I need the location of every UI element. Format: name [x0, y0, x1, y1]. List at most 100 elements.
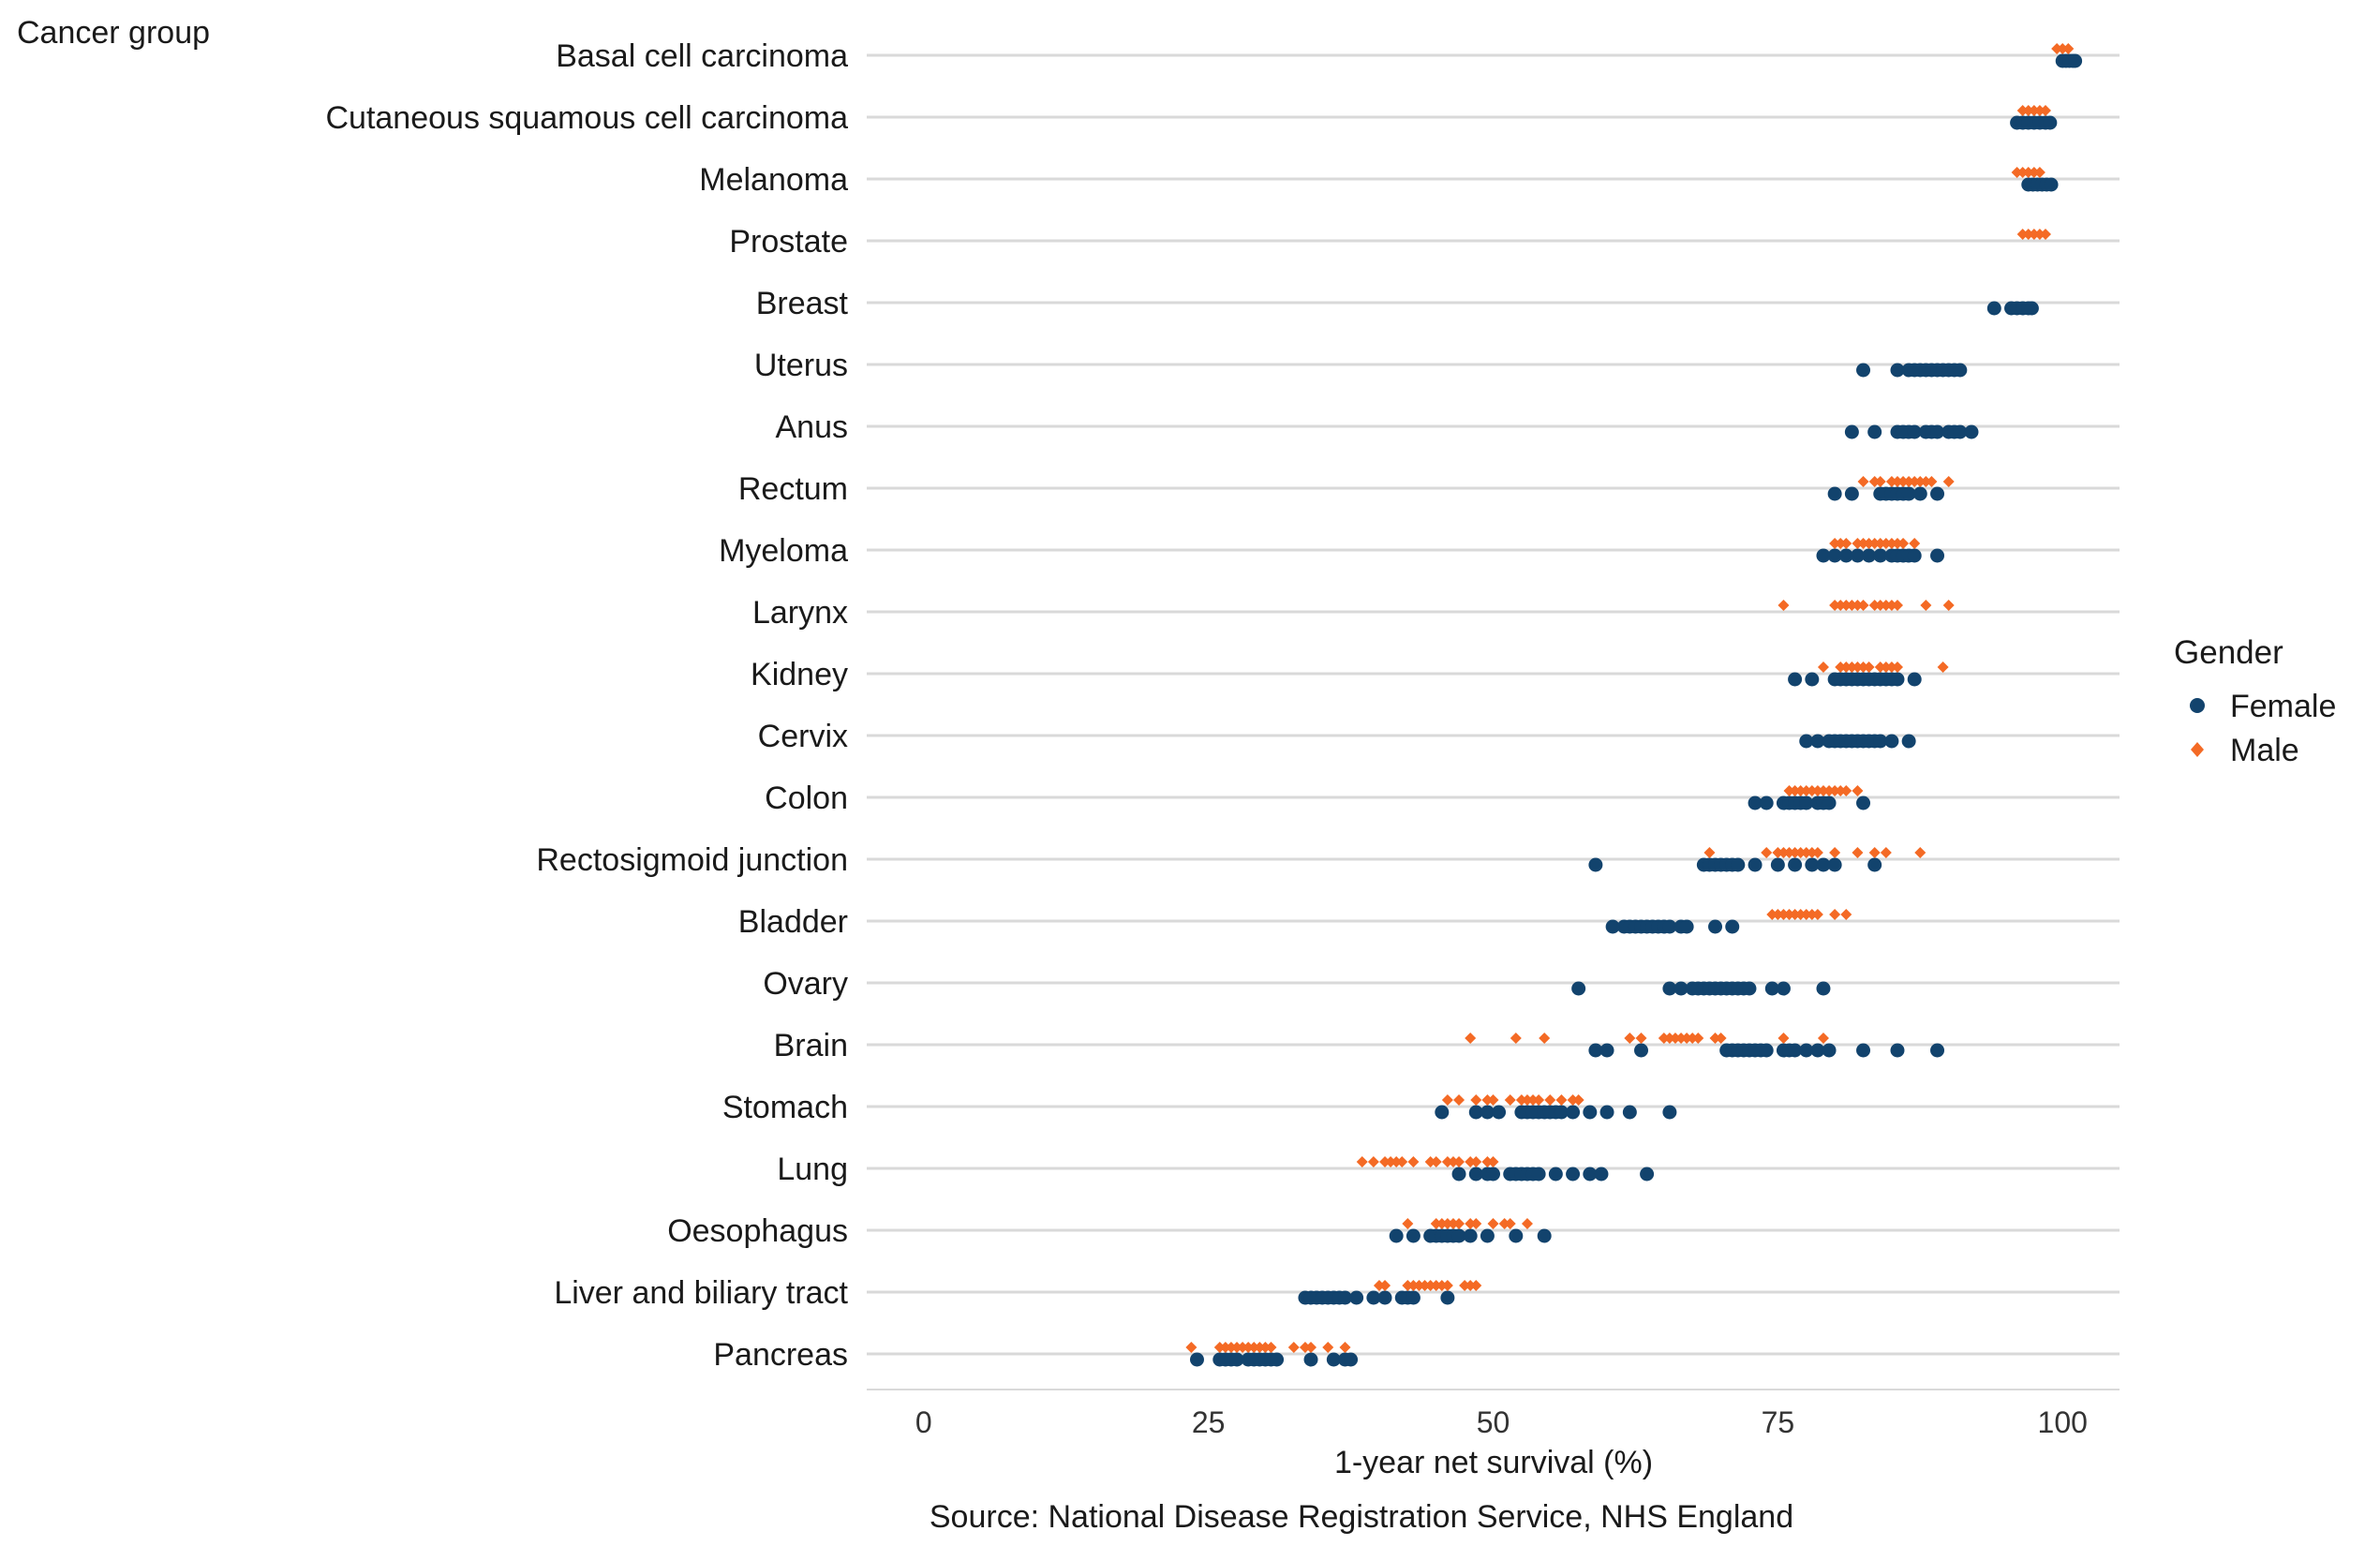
female-point-cutaneous-squamous-cell-carcinoma: [2043, 115, 2058, 130]
male-point-liver-and-biliary-tract: [1379, 1280, 1391, 1291]
male-point-stomach: [1453, 1094, 1465, 1106]
x-tick-label-100: 100: [2038, 1405, 2088, 1439]
male-point-lung: [1407, 1156, 1420, 1167]
male-point-larynx: [1829, 600, 1841, 611]
female-point-pancreas: [1303, 1352, 1318, 1367]
female-point-breast: [1986, 301, 2001, 316]
male-point-colon: [1800, 785, 1812, 796]
male-point-stomach: [1533, 1094, 1545, 1106]
male-point-prostate: [2016, 229, 2029, 240]
female-point-pancreas: [1270, 1352, 1285, 1367]
male-point-kidney: [1846, 662, 1858, 673]
male-point-prostate: [2022, 229, 2034, 240]
male-point-pancreas: [1259, 1342, 1272, 1353]
male-point-rectum: [1909, 476, 1921, 487]
male-point-myeloma: [1891, 538, 1903, 549]
male-point-pancreas: [1185, 1342, 1197, 1353]
female-point-brain: [1810, 1043, 1825, 1058]
series-female-points: [1189, 53, 2083, 1367]
male-point-rectosigmoid-junction: [1811, 847, 1823, 858]
female-point-rectum: [1912, 486, 1927, 501]
male-point-cutaneous-squamous-cell-carcinoma: [2039, 105, 2051, 116]
male-point-rectosigmoid-junction: [1806, 847, 1818, 858]
female-point-lung: [1583, 1167, 1598, 1182]
male-point-lung: [1396, 1156, 1408, 1167]
male-point-bladder: [1783, 909, 1795, 920]
male-point-rectosigmoid-junction: [1789, 847, 1801, 858]
female-point-brain: [1799, 1043, 1814, 1058]
female-point-oesophagus: [1480, 1228, 1495, 1243]
male-point-myeloma: [1909, 538, 1921, 549]
category-label-basal-cell-carcinoma: Basal cell carcinoma: [556, 38, 848, 74]
male-point-rectum: [1897, 476, 1910, 487]
male-point-prostate: [2033, 229, 2045, 240]
male-point-melanoma: [2022, 167, 2034, 178]
male-point-larynx: [1835, 600, 1847, 611]
male-point-oesophagus: [1402, 1218, 1414, 1229]
male-point-myeloma: [1857, 538, 1869, 549]
male-point-pancreas: [1265, 1342, 1277, 1353]
male-point-stomach: [1504, 1094, 1516, 1106]
male-point-larynx: [1891, 600, 1903, 611]
male-point-basal-cell-carcinoma: [2051, 43, 2063, 54]
male-point-rectosigmoid-junction: [1914, 847, 1926, 858]
female-point-liver-and-biliary-tract: [1440, 1290, 1455, 1305]
female-point-stomach: [1554, 1105, 1569, 1120]
male-point-melanoma: [2011, 167, 2023, 178]
female-point-myeloma: [1862, 548, 1877, 563]
x-tick-label-50: 50: [1477, 1405, 1510, 1439]
female-point-brain: [1759, 1043, 1774, 1058]
male-point-myeloma: [1874, 538, 1886, 549]
male-point-myeloma: [1852, 538, 1864, 549]
female-point-myeloma: [1907, 548, 1922, 563]
female-point-colon: [1856, 795, 1871, 810]
category-label-liver-and-biliary-tract: Liver and biliary tract: [554, 1275, 848, 1311]
female-point-anus: [1964, 424, 1979, 439]
female-point-stomach: [1480, 1105, 1495, 1120]
female-point-rectosigmoid-junction: [1748, 857, 1763, 872]
male-point-oesophagus: [1465, 1218, 1477, 1229]
category-label-stomach: Stomach: [722, 1090, 848, 1125]
female-point-oesophagus: [1406, 1228, 1421, 1243]
category-label-bladder: Bladder: [738, 904, 848, 940]
female-point-colon: [1748, 795, 1763, 810]
male-point-larynx: [1874, 600, 1886, 611]
male-point-pancreas: [1254, 1342, 1266, 1353]
male-point-kidney: [1852, 662, 1864, 673]
male-point-brain: [1709, 1033, 1721, 1044]
male-point-bladder: [1800, 909, 1812, 920]
female-point-kidney: [1805, 672, 1820, 687]
male-point-cutaneous-squamous-cell-carcinoma: [2022, 105, 2034, 116]
female-point-brain: [1599, 1043, 1614, 1058]
male-point-pancreas: [1237, 1342, 1249, 1353]
male-point-colon: [1789, 785, 1801, 796]
female-point-bladder: [1725, 919, 1740, 934]
male-point-kidney: [1863, 662, 1875, 673]
male-point-stomach: [1572, 1094, 1584, 1106]
male-point-rectum: [1920, 476, 1932, 487]
y-axis-title: Cancer group: [17, 15, 210, 51]
male-point-liver-and-biliary-tract: [1470, 1280, 1482, 1291]
male-point-larynx: [1840, 600, 1852, 611]
male-point-stomach: [1515, 1094, 1527, 1106]
female-point-stomach: [1583, 1105, 1598, 1120]
male-point-kidney: [1937, 662, 1949, 673]
female-point-bladder: [1662, 919, 1677, 934]
male-point-stomach: [1527, 1094, 1540, 1106]
female-point-anus: [1844, 424, 1859, 439]
male-point-pancreas: [1231, 1342, 1243, 1353]
male-point-oesophagus: [1487, 1218, 1499, 1229]
female-point-stomach: [1435, 1105, 1450, 1120]
category-label-cervix: Cervix: [758, 719, 848, 754]
legend-female-marker: [2190, 698, 2205, 713]
male-point-cutaneous-squamous-cell-carcinoma: [2016, 105, 2029, 116]
male-point-larynx: [1868, 600, 1881, 611]
male-point-rectosigmoid-junction: [1778, 847, 1790, 858]
male-point-lung: [1356, 1156, 1368, 1167]
male-point-brain: [1692, 1033, 1704, 1044]
male-point-larynx: [1857, 600, 1869, 611]
female-point-stomach: [1622, 1105, 1637, 1120]
category-label-pancreas: Pancreas: [713, 1337, 848, 1373]
female-point-brain: [1930, 1043, 1945, 1058]
female-point-colon: [1759, 795, 1774, 810]
